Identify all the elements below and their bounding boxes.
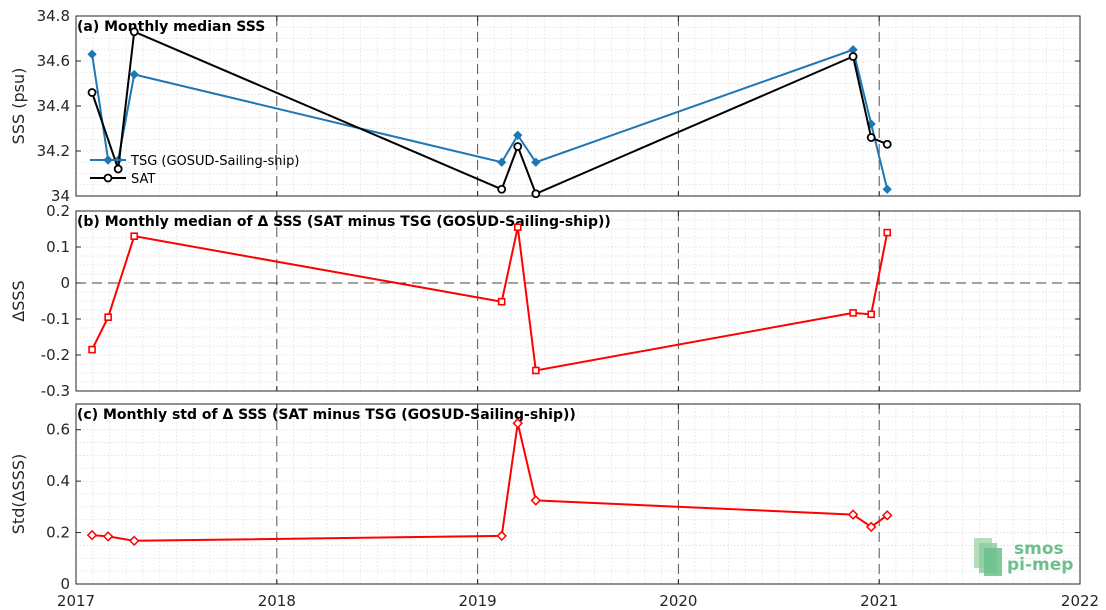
panel-c-y-axis-label: Std(ΔSSS)	[9, 454, 28, 534]
panel-c-point-series-1	[530, 495, 542, 506]
panel-b-point-series-1	[513, 223, 522, 231]
legend-swatch-marker	[103, 155, 113, 165]
panel-b: ΔSSS (b) Monthly median of Δ SSS (SAT mi…	[9, 202, 1081, 400]
panel-a-point-sat	[531, 189, 541, 199]
panel-a: SSS (psu) (a) Monthly median SSS 34 34.2 3…	[9, 7, 1081, 205]
legend-label: SAT	[131, 172, 155, 187]
x-tick-label: 2020	[659, 592, 697, 610]
panel-b-y-axis-label: ΔSSS	[9, 280, 28, 321]
panel-c-point-series-1	[512, 418, 524, 429]
panel-a-y-tick-label: 34.8	[37, 7, 70, 25]
panel-b-point-series-1	[130, 232, 139, 240]
panel-a-y-tick-label: 34.4	[37, 97, 70, 115]
panel-a-point-tsg-gosud-sailing-ship	[497, 157, 507, 167]
panel-c-y-tick-label: 0.6	[46, 421, 70, 439]
panel-c-title: (c) Monthly std of Δ SSS (SAT minus TSG …	[77, 407, 576, 423]
panel-a-point-sat	[866, 133, 876, 142]
panel-a-point-tsg-gosud-sailing-ship	[87, 49, 97, 59]
panel-b-frame	[75, 210, 1081, 392]
panel-c-point-series-1	[496, 530, 507, 542]
panel-b-y-tick-label: 0.2	[46, 202, 70, 220]
x-tick-label: 2022	[1061, 592, 1099, 610]
panel-b-title: (b) Monthly median of Δ SSS (SAT minus T…	[77, 214, 611, 230]
logo-text-smos: smos	[1014, 539, 1064, 559]
panel-a-point-sat	[848, 52, 858, 61]
panel-a-legend: TSG (GOSUD-Sailing-ship) SAT	[90, 154, 299, 187]
panel-b-y-tick-label: -0.2	[41, 346, 70, 364]
panel-a-y-tick-label: 34.2	[37, 142, 70, 160]
panel-a-y-axis-label: SSS (psu)	[9, 68, 28, 145]
panel-a-point-sat	[497, 184, 507, 194]
x-tick-label: 2019	[459, 592, 497, 610]
panel-b-y-tick-label: 0	[60, 274, 70, 292]
legend-label: TSG (GOSUD-Sailing-ship)	[130, 154, 299, 169]
panel-b-point-series-1	[883, 228, 892, 237]
panel-c-frame	[75, 403, 1081, 585]
logo-text-pi-mep: pi-mep	[1007, 555, 1073, 575]
x-tick-label: 2018	[258, 592, 296, 610]
panel-b-point-series-1	[104, 313, 112, 322]
panel-a-y-tick-label: 34.6	[37, 52, 70, 70]
panel-b-point-series-1	[497, 297, 506, 306]
panel-a-point-sat	[129, 27, 139, 37]
panel-c-y-tick-label: 0.4	[46, 472, 70, 490]
smos-pi-mep-logo: smos pi-mep	[974, 538, 1073, 576]
panel-a-title: (a) Monthly median SSS	[77, 19, 265, 35]
panel-c-point-series-1	[865, 521, 877, 533]
panel-c-point-series-1	[847, 509, 859, 520]
panel-a-point-sat	[113, 164, 123, 174]
panel-b-y-tick-label: 0.1	[46, 238, 70, 256]
panel-c: Std(ΔSSS) (c) Monthly std of Δ SSS (SAT …	[9, 403, 1099, 610]
panel-b-point-series-1	[849, 309, 857, 317]
x-tick-label: 2021	[860, 592, 898, 610]
panel-a-point-sat	[882, 139, 892, 149]
panel-a-point-tsg-gosud-sailing-ship	[882, 184, 892, 194]
panel-b-y-tick-label: -0.1	[41, 310, 70, 328]
panel-c-point-series-1	[86, 529, 98, 541]
x-tick-label: 2017	[57, 592, 95, 610]
panel-a-point-sat	[87, 88, 97, 97]
panel-a-point-tsg-gosud-sailing-ship	[531, 157, 541, 167]
panel-c-point-series-1	[102, 531, 114, 542]
panel-b-y-tick-label: -0.3	[41, 382, 70, 400]
legend-swatch-marker	[103, 173, 113, 183]
panel-b-point-series-1	[532, 366, 540, 375]
panel-a-point-tsg-gosud-sailing-ship	[129, 69, 139, 80]
panel-c-grid	[75, 403, 1081, 585]
panel-c-point-series-1	[128, 535, 140, 547]
panel-c-y-tick-label: 0.2	[46, 524, 70, 542]
panel-b-point-series-1	[867, 310, 875, 319]
panel-b-point-series-1	[88, 345, 96, 354]
panel-c-point-series-1	[881, 510, 893, 521]
panel-a-point-sat	[513, 142, 523, 151]
panel-a-y-tick-label: 34	[51, 187, 70, 205]
panel-c-y-tick-label: 0	[60, 575, 70, 593]
panel-a-point-tsg-gosud-sailing-ship	[513, 130, 523, 140]
